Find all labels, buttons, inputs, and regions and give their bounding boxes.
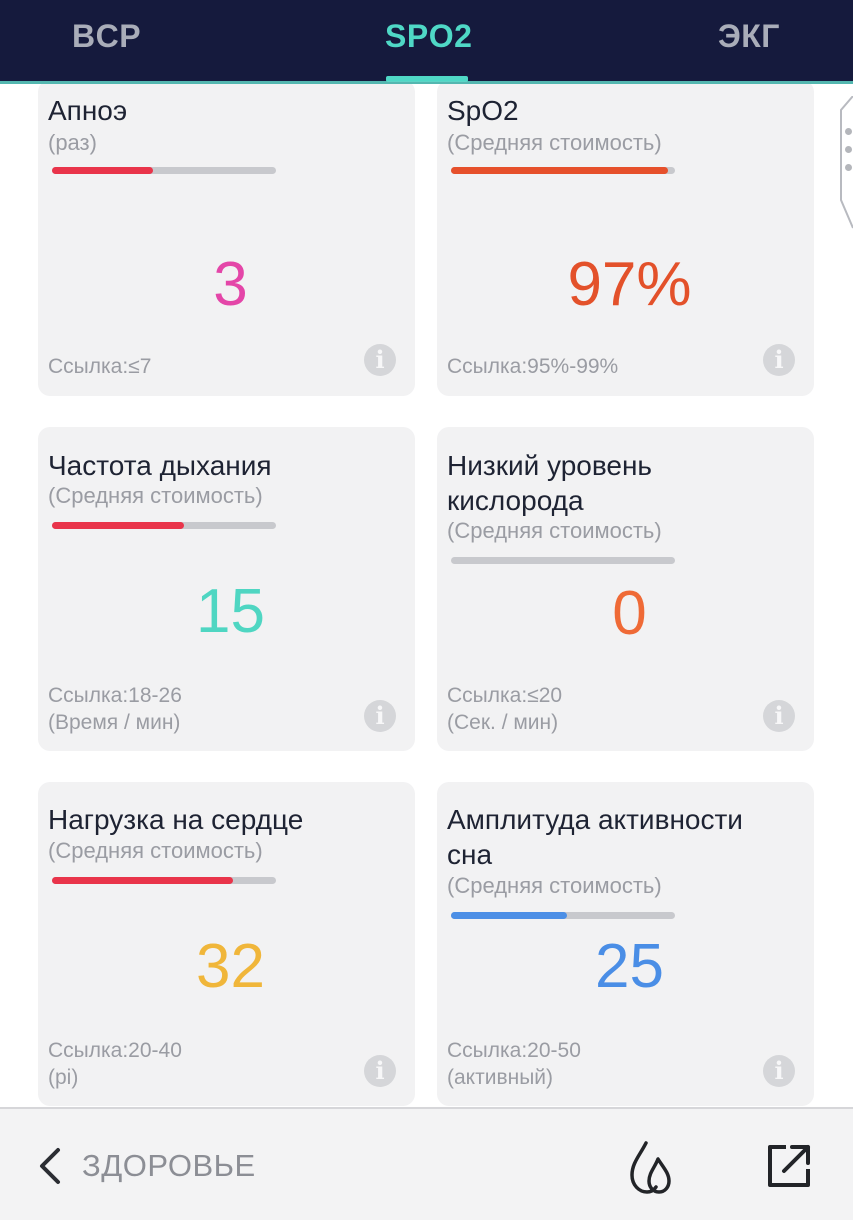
water-drop-button[interactable] [622,1137,678,1197]
reference-range: Ссылка:20-50 [447,1039,581,1062]
card-title-line-2: кислорода [447,485,584,516]
apnea-card[interactable]: Апноэ (раз) 3 Ссылка:≤7 i [38,80,415,396]
drawer-handle-outline [840,95,853,229]
progress-track [451,167,675,174]
reference-range: Ссылка:18-26 [48,684,182,707]
reference-unit: (активный) [447,1066,554,1089]
reference-unit: (Сек. / мин) [447,711,559,734]
card-title: Частота дыхания [48,450,272,481]
info-icon[interactable]: i [763,344,795,376]
card-subtitle: (Средняя стоимость) [48,838,263,863]
reference-range: Ссылка:95%-99% [447,355,619,378]
metric-value: 32 [196,932,265,1001]
handle-dot [845,128,852,135]
respiration-rate-card[interactable]: Частота дыхания (Средняя стоимость) 15 С… [38,427,415,751]
info-icon[interactable]: i [364,344,396,376]
info-icon[interactable]: i [364,700,396,732]
card-title-line-1: Низкий уровень [447,450,653,481]
heart-load-card[interactable]: Нагрузка на сердце (Средняя стоимость) 3… [38,782,415,1106]
info-icon[interactable]: i [763,1055,795,1087]
progress-fill [52,522,185,529]
card-subtitle: (Средняя стоимость) [48,483,263,508]
progress-fill [52,167,153,174]
top-tab-bar: BCP SPO2 ЭКГ [0,0,853,84]
back-button[interactable]: ЗДОРОВЬЕ [36,1141,256,1191]
share-external-icon [768,1145,810,1187]
metric-value: 0 [612,579,647,648]
card-subtitle: (Средняя стоимость) [447,130,662,155]
tab-ecg[interactable]: ЭКГ [718,18,780,54]
reference-unit: (pi) [48,1066,79,1089]
card-subtitle: (Средняя стоимость) [447,873,662,898]
card-subtitle: (Средняя стоимость) [447,518,662,543]
card-subtitle: (раз) [48,130,97,155]
tab-bcp[interactable]: BCP [72,18,142,54]
back-label: ЗДОРОВЬЕ [82,1148,256,1183]
bottom-bar: ЗДОРОВЬЕ [0,1107,853,1220]
tab-spo2[interactable]: SPO2 [385,18,473,54]
card-title-line-2: сна [447,839,493,870]
progress-fill [451,912,568,919]
reference-range: Ссылка:≤20 [447,684,563,707]
metric-value: 15 [196,577,265,646]
progress-track [52,877,276,884]
side-drawer-handle[interactable] [835,95,853,232]
progress-fill [52,877,234,884]
card-title-line-1: Амплитуда активности [447,804,743,835]
active-tab-indicator [386,76,468,82]
progress-track [52,167,276,174]
progress-fill [451,167,669,174]
low-oxygen-card[interactable]: Низкий уровень кислорода (Средняя стоимо… [437,427,814,751]
chevron-left-icon [40,1148,60,1184]
share-button[interactable] [764,1141,814,1191]
info-icon[interactable]: i [364,1055,396,1087]
reference-range: Ссылка:20-40 [48,1039,182,1062]
reference-unit: (Время / мин) [48,711,181,734]
metric-value: 3 [213,250,248,319]
spo2-card[interactable]: SpO2 (Средняя стоимость) 97% Ссылка:95%-… [437,80,814,396]
card-title: Нагрузка на сердце [48,804,304,835]
metric-value: 97% [567,250,692,319]
handle-dot [845,164,852,171]
progress-track [451,557,675,564]
water-drop-icon [630,1141,671,1194]
info-icon[interactable]: i [763,700,795,732]
handle-dot [845,146,852,153]
reference-range: Ссылка:≤7 [48,355,152,378]
sleep-activity-card[interactable]: Амплитуда активности сна (Средняя стоимо… [437,782,814,1106]
progress-track [52,522,276,529]
card-title: Апноэ [48,95,128,126]
progress-track [451,912,675,919]
card-title: SpO2 [447,95,519,126]
metric-value: 25 [595,932,664,1001]
